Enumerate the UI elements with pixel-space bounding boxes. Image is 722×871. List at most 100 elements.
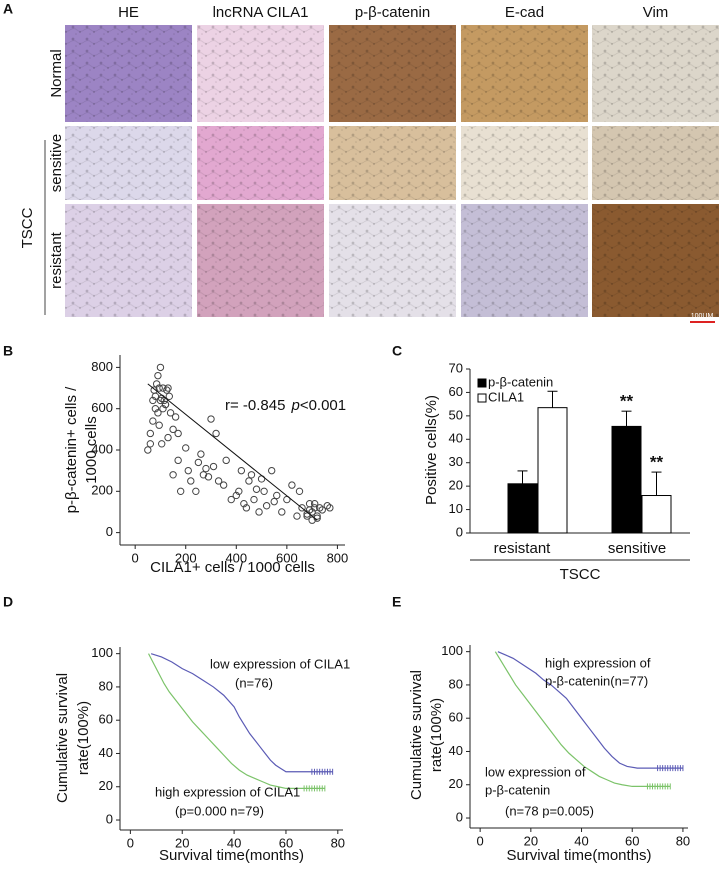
micrograph-texture (592, 25, 719, 122)
micrograph-texture (461, 204, 588, 317)
point (278, 508, 286, 516)
micrograph-texture (329, 25, 456, 122)
survival-curve (494, 651, 671, 788)
y-tick-label: 0 (456, 524, 463, 539)
point (151, 404, 160, 413)
legend-label: p-β-catenin (488, 374, 553, 389)
x-tick-label: 60 (625, 833, 639, 848)
point (267, 466, 276, 475)
point (156, 363, 165, 372)
point (144, 446, 152, 454)
y-tick-label: 40 (449, 431, 463, 446)
legend-label: CILA1 (488, 389, 524, 404)
point (209, 462, 218, 471)
curve-label: (n=78 p=0.005) (505, 803, 594, 818)
group-label: TSCC (560, 566, 601, 583)
point (152, 380, 161, 388)
point (159, 404, 167, 413)
point (240, 499, 248, 508)
point (207, 415, 215, 423)
x-tick-label: 0 (132, 550, 139, 565)
survival-curve (497, 651, 683, 769)
y-tick-label: 0 (456, 809, 463, 824)
x-tick-label: 600 (276, 550, 298, 565)
point (174, 456, 182, 465)
y-tick-label: 10 (449, 501, 463, 516)
point (323, 502, 332, 510)
panel-letter: C (392, 343, 402, 359)
point (165, 392, 173, 401)
point (308, 516, 316, 524)
point (245, 477, 253, 485)
point (156, 396, 165, 405)
point (163, 386, 171, 394)
y-tick-label: 80 (99, 678, 113, 693)
column-label: E-cad (505, 4, 544, 21)
row-label: sensitive (48, 134, 65, 192)
point (161, 400, 170, 409)
y-tick-label: 100 (441, 643, 463, 658)
group-label: TSCC (19, 207, 36, 248)
point (187, 477, 195, 485)
point (155, 384, 163, 392)
micrograph-texture (197, 204, 324, 317)
point (250, 495, 258, 504)
point (202, 464, 210, 473)
bar (611, 425, 642, 534)
annotation-part: r= -0.845 (225, 397, 285, 414)
panel-letter: A (3, 1, 13, 17)
point (222, 456, 230, 465)
fit-line (147, 383, 318, 521)
y-tick-label: 800 (91, 359, 113, 374)
y-axis-title: Cumulative survival (408, 670, 425, 800)
point (242, 504, 251, 512)
annotation-part: p (290, 397, 299, 414)
y-tick-label: 50 (449, 407, 463, 422)
y-tick-label: 0 (106, 524, 113, 539)
point (171, 413, 180, 421)
point (260, 487, 268, 496)
y-tick-label: 20 (449, 478, 463, 493)
column-label: p-β-catenin (355, 4, 430, 21)
point (212, 429, 220, 438)
micrograph-texture (65, 25, 192, 122)
micrograph-texture (329, 126, 456, 200)
x-tick-label: 0 (127, 835, 134, 850)
curve-label: high expression of CILA1 (155, 784, 300, 799)
curve-label: p-β-catenin (485, 782, 550, 797)
legend-swatch (477, 378, 487, 388)
point (313, 512, 321, 520)
y-tick-label: 70 (449, 360, 463, 375)
point (214, 477, 223, 485)
column-label: lncRNA CILA1 (213, 4, 309, 21)
point (174, 429, 182, 438)
point (273, 491, 281, 500)
column-label: HE (118, 4, 139, 21)
point (293, 512, 301, 520)
micrograph-texture (592, 204, 719, 317)
survival-curve (147, 653, 325, 790)
point (164, 384, 172, 392)
point (235, 487, 243, 496)
y-tick-label: 80 (449, 676, 463, 691)
y-tick-label: 20 (99, 778, 113, 793)
scale-bar-label: 100UM (691, 313, 714, 320)
legend-swatch (477, 393, 487, 403)
point (146, 440, 155, 448)
point (237, 466, 246, 475)
y-tick-label: 400 (91, 441, 113, 456)
survival-curve (150, 653, 333, 773)
point (316, 504, 324, 512)
point (146, 429, 155, 438)
point (288, 481, 296, 489)
y-tick-label: 20 (449, 776, 463, 791)
point (184, 466, 192, 475)
y-axis-title: rate(100%) (428, 698, 445, 772)
point (247, 471, 256, 479)
y-axis-title: Cumulative survival (54, 673, 71, 803)
point (169, 425, 177, 434)
point (199, 471, 208, 479)
y-tick-label: 0 (106, 811, 113, 826)
panel-letter: D (3, 594, 13, 610)
point (169, 471, 177, 479)
